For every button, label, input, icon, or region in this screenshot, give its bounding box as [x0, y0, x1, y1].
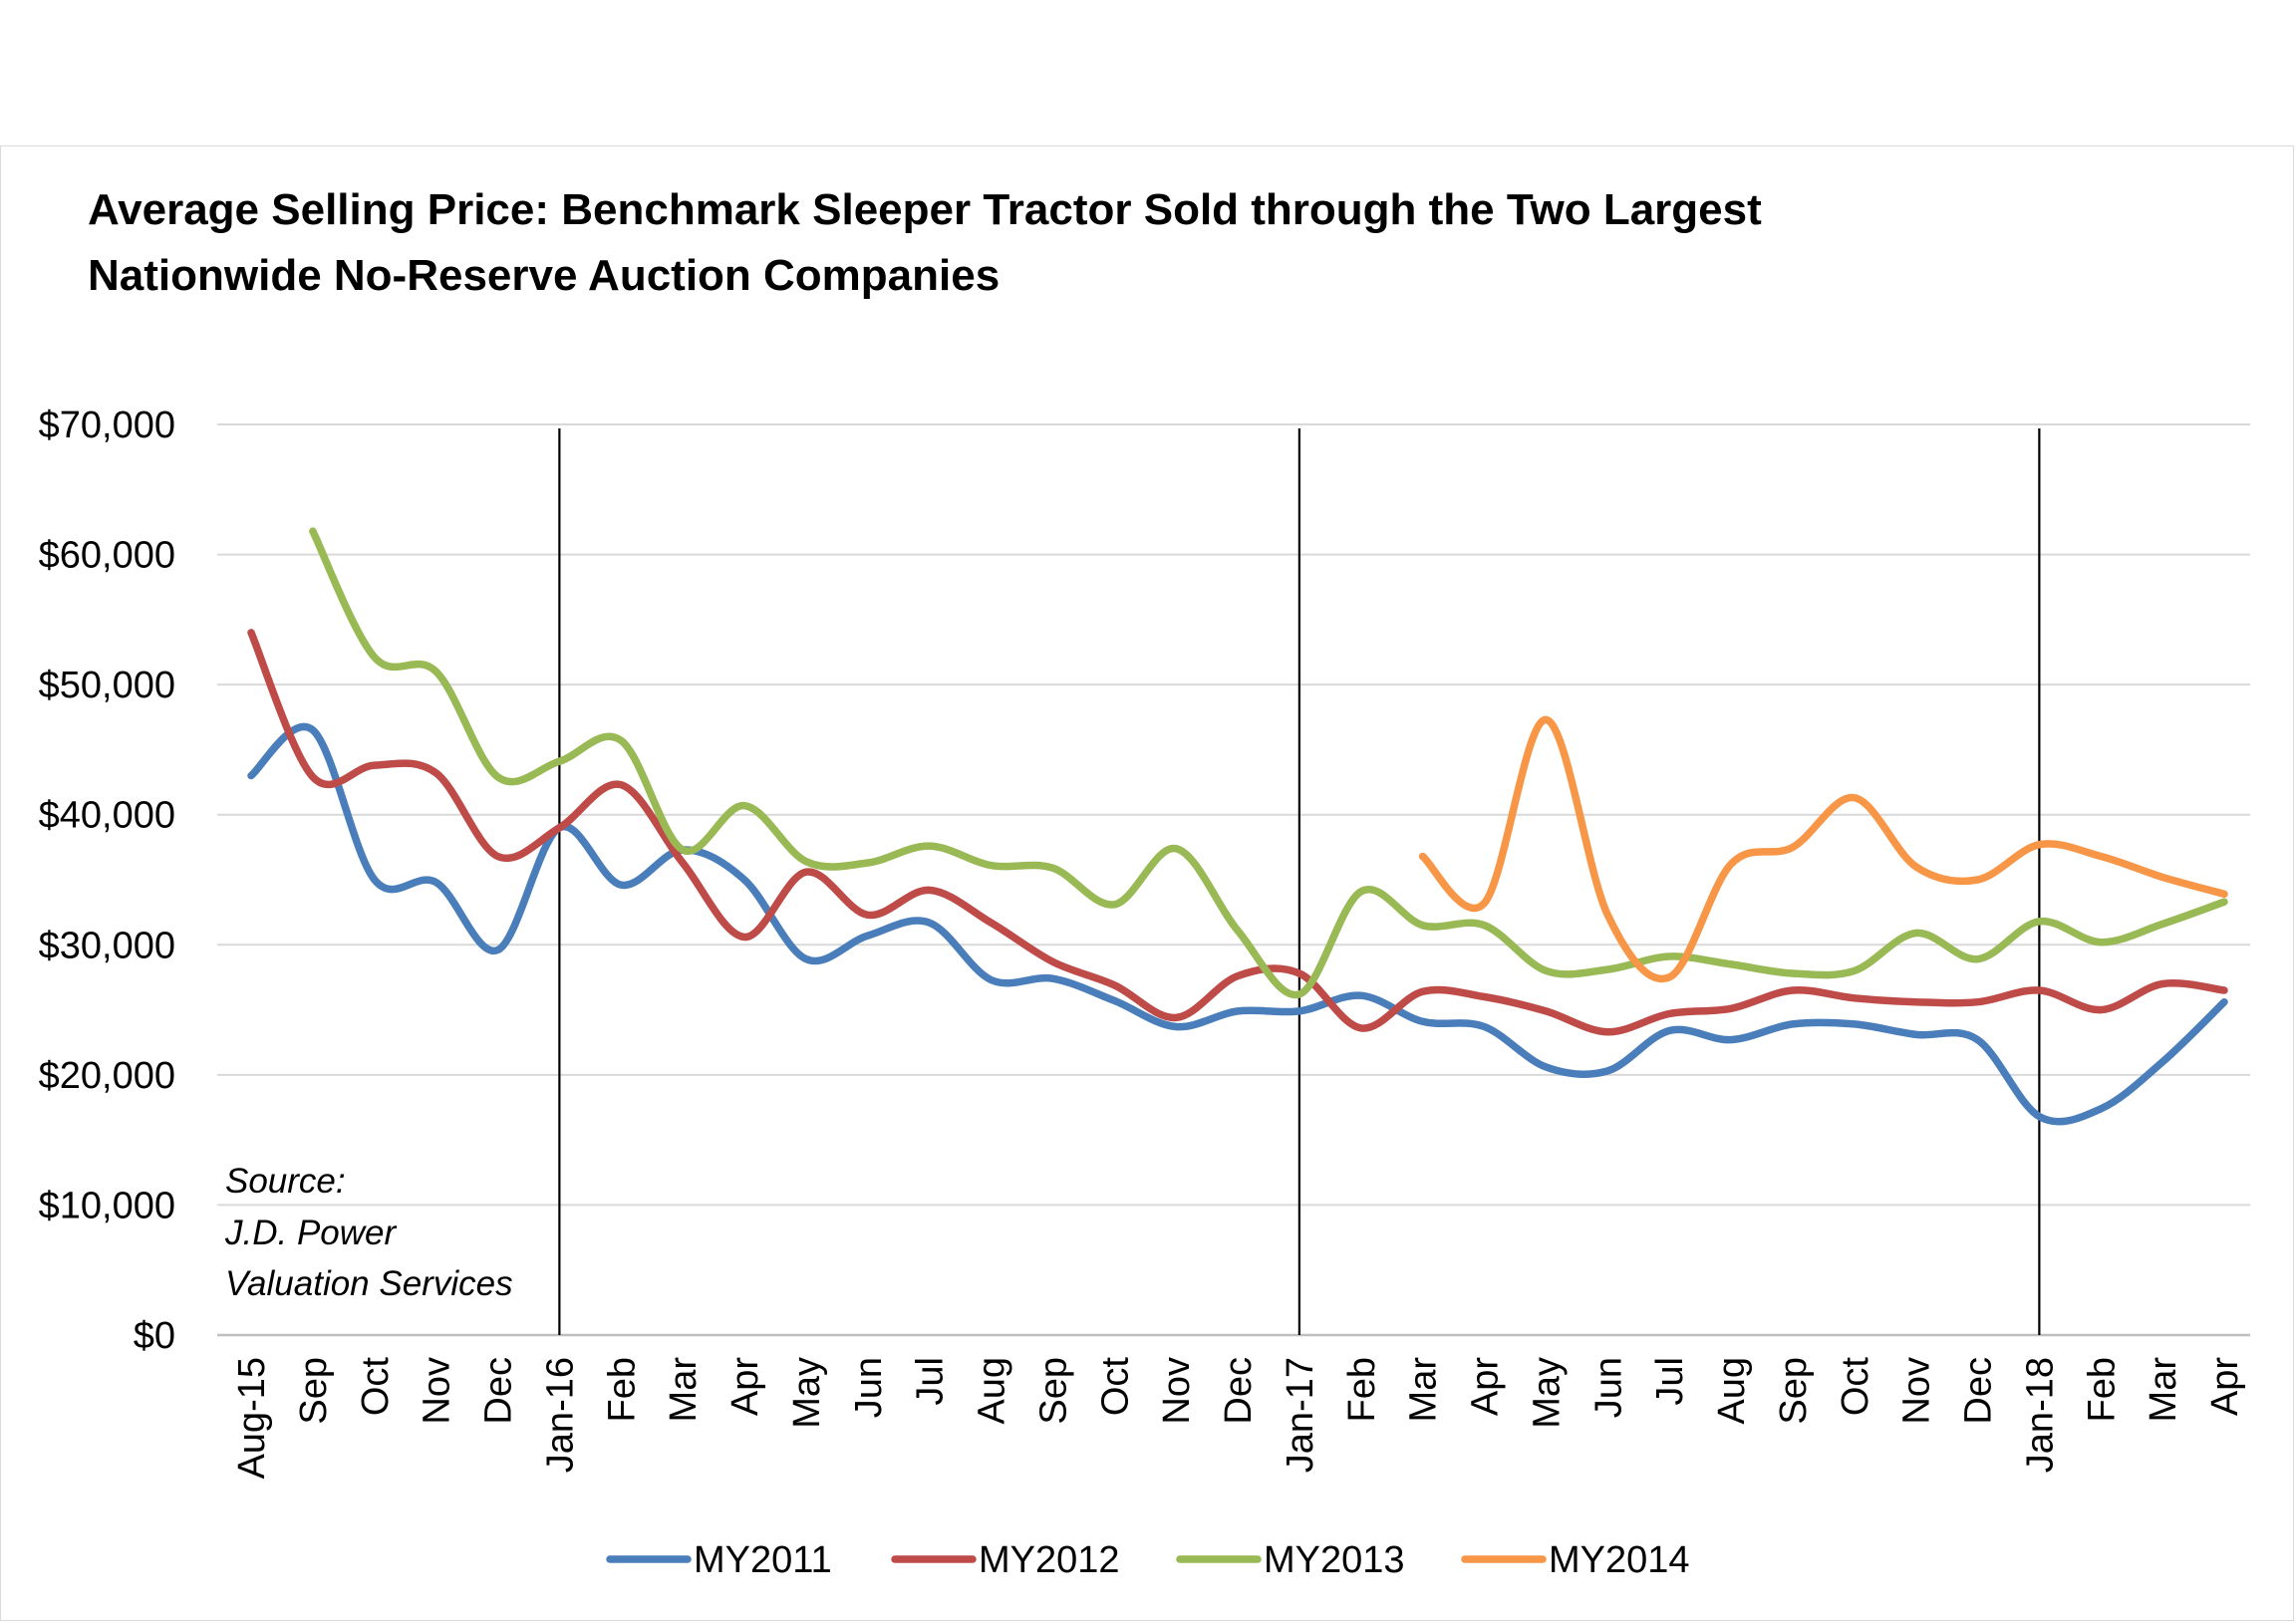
- x-tick-label: Mar: [663, 1357, 705, 1423]
- x-tick-label: Oct: [1094, 1357, 1136, 1417]
- year-marker-lines: [558, 428, 2041, 1335]
- legend-label: MY2014: [1549, 1539, 1690, 1581]
- source-line-3: Valuation Services: [225, 1264, 513, 1303]
- source-line-2: J.D. Power: [224, 1214, 397, 1252]
- x-tick-label: Dec: [478, 1357, 520, 1425]
- x-tick-label: Jan-17: [1280, 1357, 1321, 1473]
- x-tick-label: Feb: [1341, 1357, 1383, 1422]
- x-tick-label: Jun: [1587, 1357, 1629, 1418]
- x-tick-label: Sep: [1773, 1357, 1815, 1425]
- x-tick-label: Jul: [1649, 1357, 1691, 1406]
- x-tick-label: Aug: [972, 1357, 1013, 1425]
- x-tick-label: Aug: [1711, 1357, 1753, 1425]
- series-line-my2011: [247, 723, 2228, 1126]
- x-tick-label: Jul: [910, 1357, 952, 1406]
- x-tick-label: Dec: [1958, 1357, 2000, 1425]
- x-tick-label: Apr: [1465, 1357, 1507, 1416]
- y-axis-ticks: $0 $10,000 $20,000 $30,000 $40,000 $50,000 $60…: [39, 405, 175, 1357]
- source-note: Source: J.D. Power Valuation Services: [224, 1162, 513, 1303]
- x-tick-label: Mar: [1403, 1357, 1445, 1423]
- y-tick-label: $20,000: [39, 1055, 175, 1097]
- chart-title: Average Selling Price: Benchmark Sleeper…: [88, 177, 1981, 309]
- gridlines: [217, 423, 2250, 1337]
- series-lines: [247, 527, 2228, 1126]
- y-tick-label: $50,000: [39, 665, 175, 706]
- x-tick-label: Oct: [355, 1357, 397, 1417]
- legend: MY2011 MY2012 MY2013 MY2014: [606, 1539, 1690, 1581]
- x-tick-label: Nov: [1156, 1357, 1198, 1425]
- x-tick-label: Jun: [848, 1357, 890, 1418]
- source-line-1: Source:: [225, 1162, 346, 1201]
- x-tick-label: Sep: [1032, 1357, 1074, 1425]
- series-line-my2014: [1418, 715, 2228, 983]
- y-tick-label: $30,000: [39, 925, 175, 966]
- x-tick-label: Nov: [417, 1357, 458, 1425]
- legend-label: MY2013: [1264, 1539, 1405, 1581]
- x-tick-label: Jan-16: [539, 1357, 581, 1473]
- x-tick-label: Dec: [1218, 1357, 1260, 1425]
- x-tick-label: May: [786, 1357, 828, 1429]
- y-tick-label: $40,000: [39, 795, 175, 837]
- x-axis-ticks: Aug-15 Sep Oct Nov Dec Jan-16 Feb Mar Apr May Jun J…: [231, 1357, 2246, 1480]
- x-tick-label: Feb: [601, 1357, 643, 1422]
- legend-label: MY2012: [979, 1539, 1120, 1581]
- x-tick-label: Apr: [2204, 1357, 2246, 1416]
- chart-title-line-2: Nationwide No-Reserve Auction Companies: [88, 251, 1001, 300]
- y-tick-label: $70,000: [39, 405, 175, 446]
- x-tick-label: Jan-18: [2019, 1357, 2061, 1473]
- y-tick-label: $60,000: [39, 535, 175, 577]
- series-line-my2013: [309, 527, 2228, 999]
- chart-title-line-1: Average Selling Price: Benchmark Sleeper…: [88, 185, 1762, 234]
- x-tick-label: Nov: [1896, 1357, 1938, 1425]
- x-tick-label: Oct: [1835, 1357, 1876, 1417]
- series-line-my2012: [247, 629, 2228, 1036]
- x-tick-label: Aug-15: [231, 1357, 273, 1480]
- y-tick-label: $0: [134, 1315, 175, 1357]
- y-tick-label: $10,000: [39, 1185, 175, 1226]
- legend-label: MY2011: [694, 1539, 832, 1581]
- x-tick-label: Sep: [293, 1357, 335, 1425]
- x-tick-label: May: [1526, 1357, 1568, 1429]
- x-tick-label: Mar: [2143, 1357, 2184, 1423]
- x-tick-label: Feb: [2081, 1357, 2123, 1422]
- x-tick-label: Apr: [724, 1357, 766, 1416]
